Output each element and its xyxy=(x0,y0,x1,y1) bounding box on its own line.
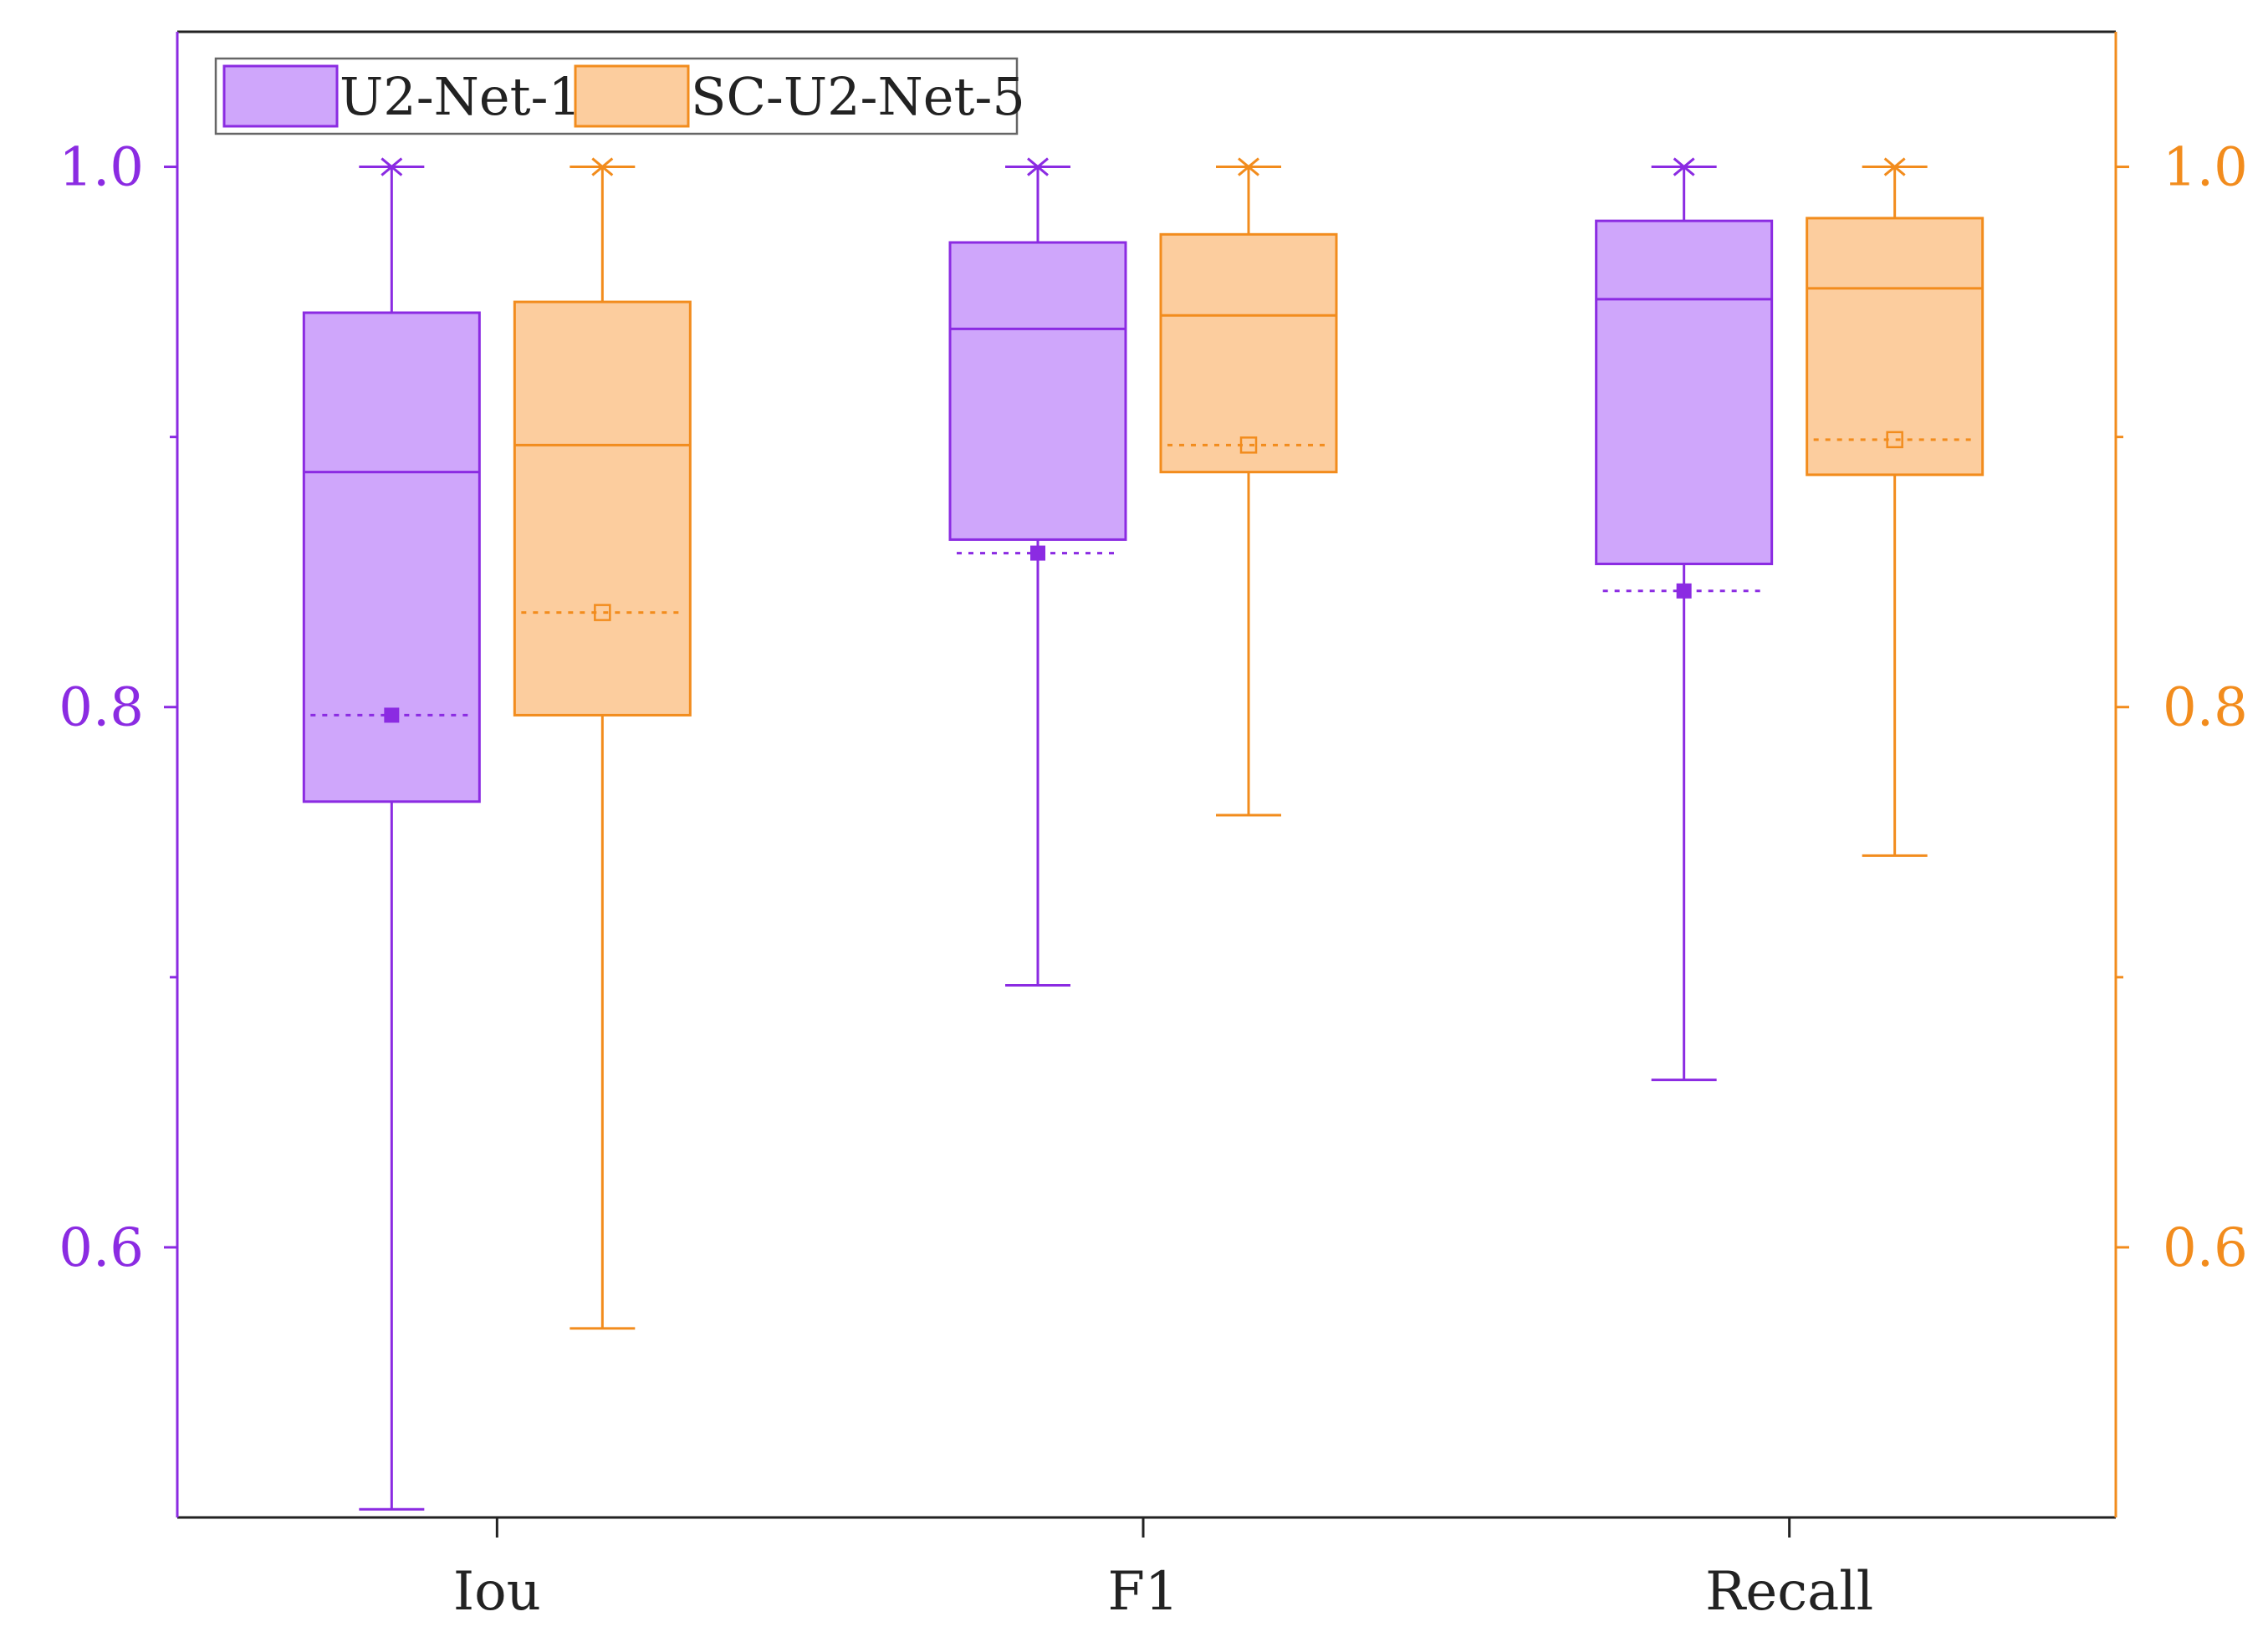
legend-label-sc-u2-net-5: SC-U2-Net-5 xyxy=(691,66,1025,127)
left-tick-label: 1.0 xyxy=(59,137,144,199)
max-marker xyxy=(1027,157,1049,176)
mean-marker xyxy=(594,604,611,621)
right-y-axis: 0.6 0.8 1.0 xyxy=(2114,32,2248,1517)
left-tick-label: 0.6 xyxy=(59,1217,144,1279)
max-marker xyxy=(591,157,614,176)
mean-marker xyxy=(1886,431,1903,449)
box-series xyxy=(302,157,1984,1511)
iqr-box xyxy=(513,300,692,717)
right-tick-label: 1.0 xyxy=(2163,137,2248,199)
iqr-box xyxy=(1159,232,1338,474)
iqr-box xyxy=(1595,219,1774,565)
mean-marker xyxy=(1676,583,1692,599)
series-u2-net-1 xyxy=(302,157,1774,1511)
right-tick-label: 0.6 xyxy=(2163,1217,2248,1279)
x-axis: Iou F1 Recall xyxy=(453,1517,1873,1623)
max-marker xyxy=(1238,157,1259,176)
box-iou xyxy=(302,157,481,1511)
box-iou xyxy=(513,157,692,1330)
legend-swatch-u2-net-1 xyxy=(222,64,339,128)
right-tick-label: 0.8 xyxy=(2163,677,2248,739)
mean-marker xyxy=(1030,545,1045,561)
mean-marker xyxy=(1239,436,1258,454)
x-tick-label-iou: Iou xyxy=(453,1561,541,1623)
box-f1 xyxy=(1159,157,1338,817)
legend-swatch-sc-u2-net-5 xyxy=(574,64,690,128)
box-recall xyxy=(1595,157,1774,1082)
iqr-box xyxy=(948,241,1127,541)
x-tick-label-f1: F1 xyxy=(1107,1561,1178,1623)
max-marker xyxy=(381,157,403,176)
mean-marker xyxy=(384,707,400,723)
legend: U2-Net-1 SC-U2-Net-5 xyxy=(214,57,1025,135)
left-y-axis: 0.6 0.8 1.0 xyxy=(59,32,179,1517)
legend-label-u2-net-1: U2-Net-1 xyxy=(340,66,581,127)
iqr-box xyxy=(302,311,481,803)
box-f1 xyxy=(948,157,1127,987)
max-marker xyxy=(1883,157,1906,176)
iqr-box xyxy=(1806,217,1984,477)
series-sc-u2-net-5 xyxy=(513,157,1984,1330)
left-tick-label: 0.8 xyxy=(59,677,144,739)
x-tick-label-recall: Recall xyxy=(1705,1561,1873,1623)
box-recall xyxy=(1806,157,1984,857)
plot-frame xyxy=(177,30,2116,1519)
max-marker xyxy=(1673,157,1695,176)
